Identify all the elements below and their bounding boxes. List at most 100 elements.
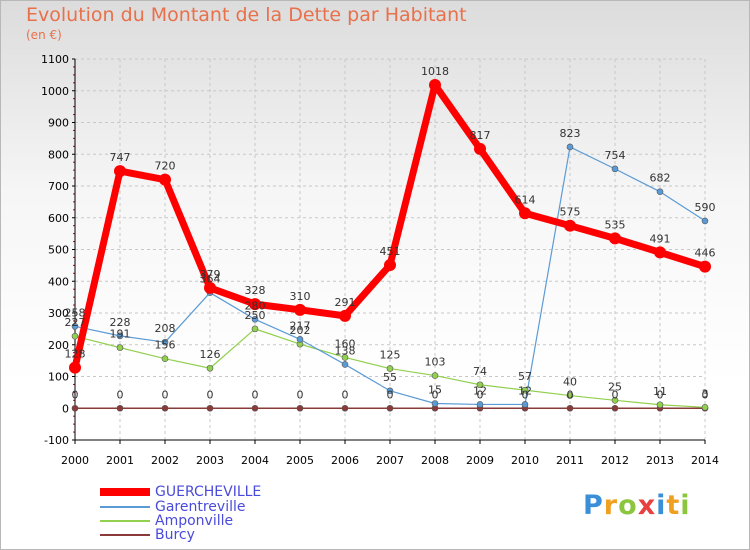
data-label-burcy: 0: [567, 388, 574, 401]
data-label-guercheville: 575: [560, 206, 581, 219]
logo-letter: i: [656, 490, 667, 521]
legend-swatch-burcy: [100, 534, 150, 536]
data-label-burcy: 0: [207, 388, 214, 401]
data-label-amponville: 40: [563, 376, 577, 389]
legend-swatch-amponville: [100, 520, 150, 522]
data-point-burcy: [251, 404, 259, 412]
data-label-amponville: 156: [155, 339, 176, 352]
data-label-guercheville: 328: [245, 284, 266, 297]
x-tick-label: 2001: [106, 454, 134, 467]
data-label-burcy: 0: [342, 388, 349, 401]
data-label-garentreville: 208: [155, 322, 176, 335]
data-point-garentreville: [71, 323, 79, 330]
data-label-burcy: 0: [432, 388, 439, 401]
data-label-guercheville: 291: [335, 296, 356, 309]
legend-label-amponville: Amponville: [155, 513, 234, 529]
x-tick-label: 2014: [691, 454, 719, 467]
axes: -100010020030040050060070080090010001100…: [41, 53, 719, 467]
data-point-guercheville: [699, 260, 711, 273]
data-point-guercheville: [114, 165, 126, 178]
data-point-amponville: [206, 364, 214, 372]
data-point-guercheville: [339, 309, 351, 322]
y-tick-label: 1000: [41, 85, 69, 98]
y-tick-label: 400: [48, 275, 69, 288]
logo-letter: r: [603, 490, 619, 521]
legend-item-guercheville: GUERCHEVILLE: [100, 484, 300, 500]
data-point-garentreville: [656, 188, 664, 196]
data-point-garentreville: [566, 143, 574, 151]
x-tick-label: 2011: [556, 454, 584, 467]
data-point-garentreville: [116, 332, 124, 340]
data-point-amponville: [611, 397, 619, 404]
data-label-guercheville: 128: [65, 348, 86, 361]
data-point-amponville: [386, 365, 394, 372]
data-point-guercheville: [429, 79, 441, 92]
data-point-garentreville: [701, 217, 709, 225]
x-tick-label: 2003: [196, 454, 224, 467]
data-point-garentreville: [386, 387, 394, 395]
data-point-guercheville: [159, 173, 171, 186]
data-label-garentreville: 364: [200, 273, 221, 286]
chart-subtitle: (en €): [26, 28, 62, 42]
data-point-amponville: [71, 332, 79, 340]
data-label-guercheville: 614: [515, 193, 536, 206]
data-point-guercheville: [474, 142, 486, 155]
data-label-garentreville: 280: [245, 299, 266, 312]
legend-label-garentreville: Garentreville: [155, 499, 246, 515]
data-point-garentreville: [251, 316, 259, 323]
data-point-garentreville: [611, 165, 619, 173]
data-label-amponville: 125: [380, 349, 401, 362]
chart-title: Evolution du Montant de la Dette par Hab…: [26, 4, 467, 26]
data-label-amponville: 11: [653, 385, 667, 398]
data-label-garentreville: 15: [428, 383, 442, 396]
legend-item-amponville: Amponville: [100, 513, 300, 529]
data-point-amponville: [566, 392, 574, 399]
data-label-guercheville: 720: [155, 160, 176, 173]
data-label-amponville: 25: [608, 380, 622, 393]
data-point-guercheville: [609, 232, 621, 245]
data-label-amponville: 250: [245, 309, 266, 322]
legend-swatch-garentreville: [100, 506, 150, 508]
data-point-guercheville: [519, 207, 531, 220]
data-point-guercheville: [654, 246, 666, 259]
data-label-garentreville: 217: [290, 319, 311, 332]
data-label-garentreville: 823: [560, 127, 581, 140]
y-tick-label: 100: [48, 371, 69, 384]
data-point-guercheville: [69, 361, 81, 374]
x-tick-label: 2009: [466, 454, 494, 467]
x-tick-label: 2008: [421, 454, 449, 467]
logo-letter: x: [637, 490, 657, 521]
data-point-amponville: [431, 372, 439, 379]
data-label-burcy: 0: [117, 388, 124, 401]
data-point-guercheville: [204, 281, 216, 294]
data-label-guercheville: 817: [470, 129, 491, 142]
y-tick-label: 300: [48, 307, 69, 320]
y-tick-label: 500: [48, 244, 69, 257]
data-point-amponville: [251, 325, 259, 333]
data-label-guercheville: 491: [650, 232, 671, 245]
data-point-guercheville: [249, 298, 261, 311]
data-point-burcy: [386, 404, 394, 412]
x-tick-label: 2006: [331, 454, 359, 467]
logo-letter: t: [666, 490, 681, 521]
x-tick-label: 2010: [511, 454, 539, 467]
data-label-amponville: 57: [518, 370, 532, 383]
data-label-guercheville: 379: [200, 268, 221, 281]
logo-letter: o: [618, 490, 638, 521]
series-group: [69, 79, 711, 412]
legend-item-burcy: Burcy: [100, 527, 300, 543]
data-label-burcy: 0: [612, 388, 619, 401]
legend-swatch-guercheville: [100, 488, 150, 496]
data-point-burcy: [206, 404, 214, 412]
x-tick-label: 2005: [286, 454, 314, 467]
data-point-amponville: [116, 344, 124, 351]
x-tick-label: 2004: [241, 454, 269, 467]
y-tick-label: 900: [48, 117, 69, 130]
logo-letter: i: [680, 490, 691, 521]
data-point-guercheville: [564, 219, 576, 232]
y-tick-label: 1100: [41, 53, 69, 66]
data-label-burcy: 0: [702, 388, 709, 401]
data-label-burcy: 0: [387, 388, 394, 401]
